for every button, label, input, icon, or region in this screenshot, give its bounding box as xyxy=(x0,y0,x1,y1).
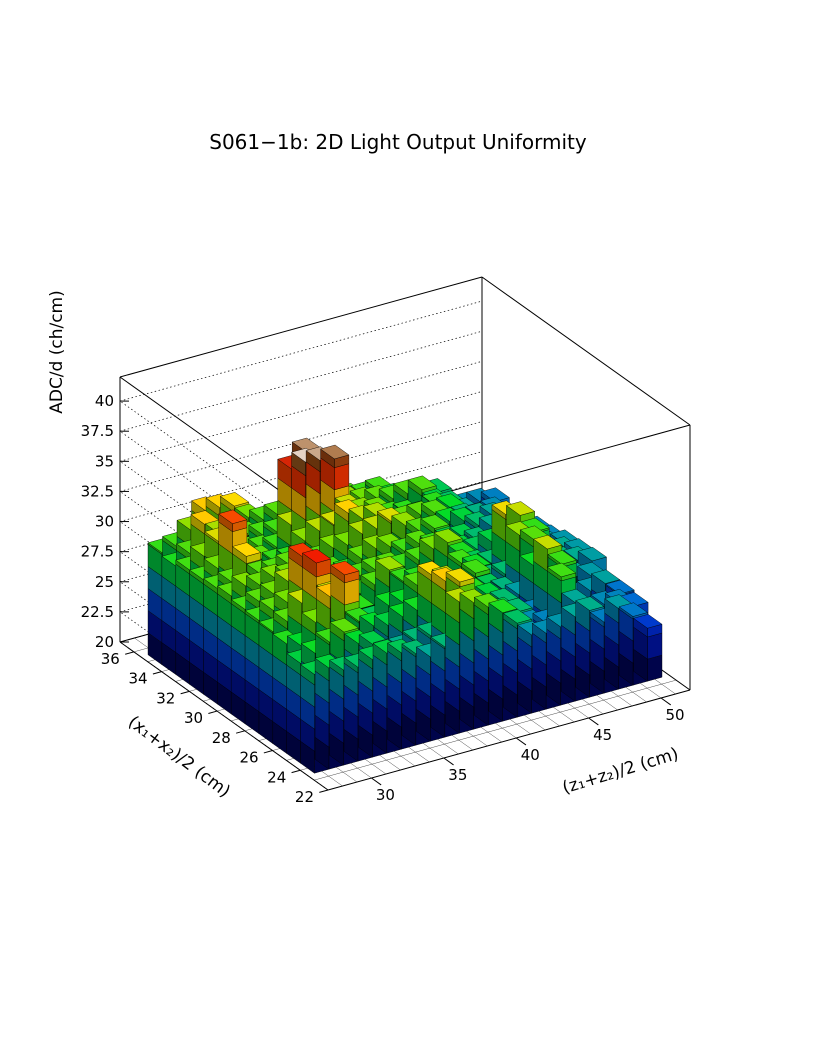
bar-top-face xyxy=(445,567,475,583)
y-tick-mark xyxy=(291,769,301,774)
lego-bars xyxy=(147,437,663,774)
bar-top-face xyxy=(301,548,332,564)
y-axis-line xyxy=(119,641,329,791)
z-tick-label: 25 xyxy=(95,573,114,591)
bar-top-face xyxy=(320,444,350,460)
bar-front-face xyxy=(647,654,663,682)
x-tick-mark xyxy=(371,777,382,786)
z-grid-back xyxy=(119,300,483,402)
y-tick-label: 24 xyxy=(267,768,286,786)
z-grid-back xyxy=(119,391,483,492)
z-tick-label: 30 xyxy=(95,513,114,531)
bar-top-face xyxy=(461,559,491,574)
bar-top-face xyxy=(219,492,250,507)
x-tick-label: 45 xyxy=(593,726,612,744)
floor-grid-y xyxy=(314,679,677,781)
z-grid-left xyxy=(119,430,329,580)
x-tick-mark xyxy=(443,757,454,766)
x-tick-mark xyxy=(588,717,599,726)
bar-top-face xyxy=(546,562,577,578)
bar-top-face xyxy=(407,475,437,490)
z-tick-label: 40 xyxy=(95,392,114,410)
bar-front-face xyxy=(344,578,360,606)
z-tick-label: 27.5 xyxy=(81,543,114,561)
bar-top-face xyxy=(218,509,248,524)
bar-top-face xyxy=(618,602,648,617)
bar-top-face xyxy=(605,579,635,595)
x-tick-mark xyxy=(515,737,527,746)
y-tick-mark xyxy=(208,710,218,714)
bar-top-face xyxy=(590,569,621,584)
y-tick-label: 22 xyxy=(295,788,314,806)
bar-top-face xyxy=(633,614,663,629)
z-grid-left xyxy=(119,400,329,550)
z-grid-back xyxy=(119,451,483,552)
bar-top-face xyxy=(502,609,533,624)
box-edge-top-right xyxy=(481,276,691,426)
z-axis-title: ADC/d (ch/cm) xyxy=(47,290,67,414)
box-edge-top-back xyxy=(119,276,483,378)
y-tick-label: 36 xyxy=(101,650,120,668)
y-axis-title: (x₁+x₂)/2 (cm) xyxy=(124,712,234,802)
x-tick-mark xyxy=(660,697,672,706)
bar-top-face xyxy=(374,555,405,571)
z-tick-label: 37.5 xyxy=(81,422,114,440)
bar-top-face xyxy=(533,534,563,550)
z-tick-label: 32.5 xyxy=(81,482,114,500)
bar-top-face xyxy=(480,487,510,502)
y-tick-label: 30 xyxy=(184,709,203,727)
y-tick-label: 32 xyxy=(156,689,175,707)
y-tick-mark xyxy=(235,730,245,734)
bar-front-face xyxy=(334,463,350,491)
x-axis-title: (z₁+z₂)/2 (cm) xyxy=(560,744,681,798)
bar-top-face xyxy=(505,501,536,516)
bar-top-face xyxy=(575,596,605,611)
x-tick-label: 40 xyxy=(521,746,540,764)
chart-title: S061−1b: 2D Light Output Uniformity xyxy=(209,130,587,154)
front-edges xyxy=(119,377,691,791)
y-tick-mark xyxy=(125,651,134,655)
y-tick-mark xyxy=(152,671,162,675)
x-axis-line xyxy=(327,689,691,791)
bar-top-face xyxy=(232,542,262,557)
x-tick-label: 30 xyxy=(376,786,395,804)
z-grid-back xyxy=(119,330,483,432)
bar-top-face xyxy=(420,514,450,529)
z-tick-label: 22.5 xyxy=(81,603,114,621)
z-grid-left xyxy=(119,491,329,640)
bar-top-face xyxy=(330,560,360,576)
bar-top-face xyxy=(577,546,607,562)
y-tick-label: 34 xyxy=(129,670,148,688)
z-grid-back xyxy=(119,421,483,522)
x-tick-label: 50 xyxy=(665,706,684,724)
y-tick-mark xyxy=(319,789,329,793)
y-tick-mark xyxy=(263,750,273,754)
z-grid-left xyxy=(119,461,329,610)
x-tick-label: 35 xyxy=(448,766,467,784)
z-grid-back xyxy=(119,360,483,462)
bar-top-face xyxy=(488,598,518,614)
y-tick-label: 26 xyxy=(239,749,258,767)
y-tick-mark xyxy=(180,690,190,695)
bar-top-face xyxy=(329,617,359,633)
z-tick-label: 35 xyxy=(95,452,114,470)
lego-bar xyxy=(633,614,663,682)
z-tick-label: 20 xyxy=(95,633,114,651)
bar-front-face xyxy=(647,632,663,660)
bar-top-face xyxy=(433,528,463,543)
bar-top-face xyxy=(547,550,577,565)
y-tick-label: 28 xyxy=(212,729,231,747)
